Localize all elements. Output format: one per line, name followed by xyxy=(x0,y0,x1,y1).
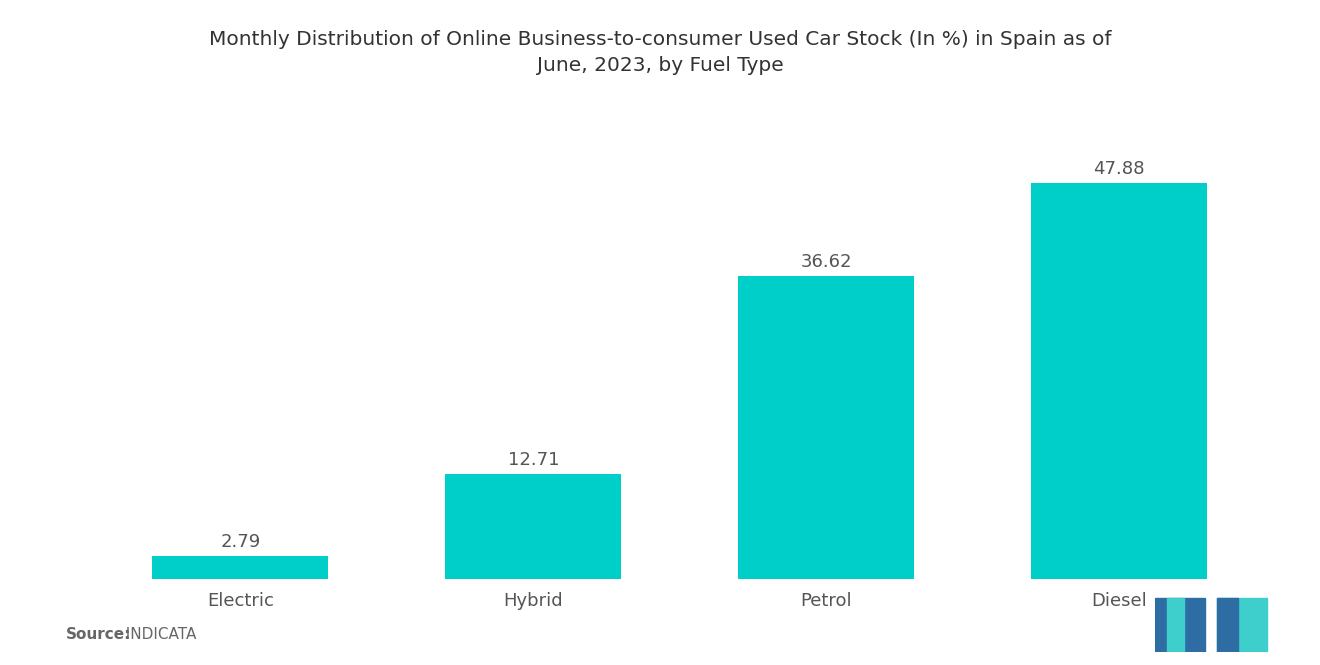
Text: INDICATA: INDICATA xyxy=(116,626,197,642)
Text: 2.79: 2.79 xyxy=(220,533,260,551)
Bar xyxy=(445,473,622,579)
Text: 12.71: 12.71 xyxy=(508,451,560,469)
Text: Source:: Source: xyxy=(66,626,132,642)
Polygon shape xyxy=(1155,598,1205,652)
Polygon shape xyxy=(1217,598,1238,652)
Text: 47.88: 47.88 xyxy=(1093,160,1144,178)
Bar xyxy=(738,276,915,579)
Bar xyxy=(1031,184,1208,579)
Bar xyxy=(152,555,329,579)
Polygon shape xyxy=(1217,598,1267,652)
Text: 36.62: 36.62 xyxy=(800,253,851,271)
Text: Monthly Distribution of Online Business-to-consumer Used Car Stock (In %) in Spa: Monthly Distribution of Online Business-… xyxy=(209,30,1111,75)
Polygon shape xyxy=(1167,598,1184,652)
